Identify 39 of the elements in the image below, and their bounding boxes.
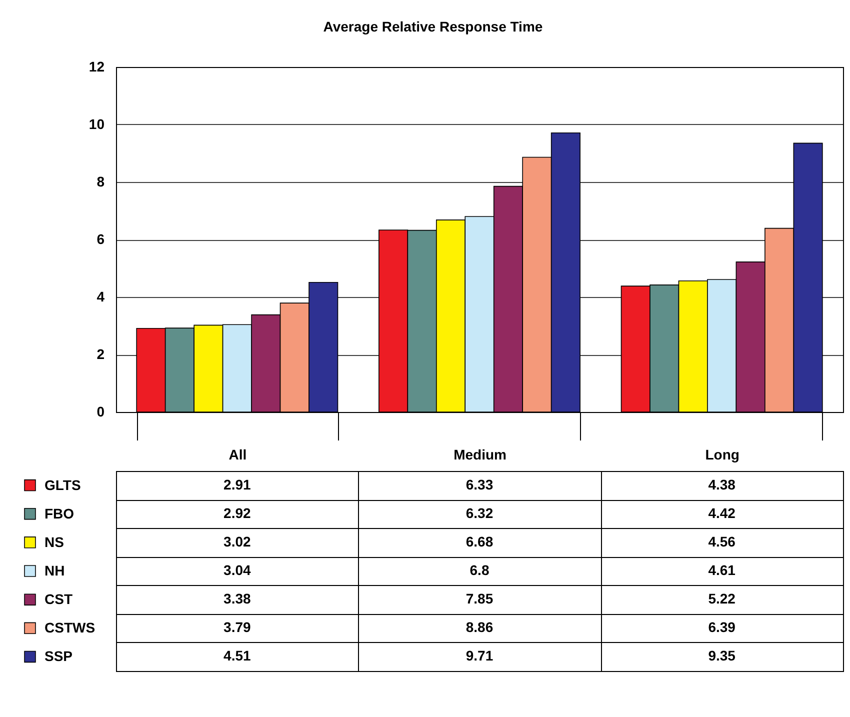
data-label: 9.71 [466,648,494,664]
data-label: 3.04 [224,562,252,578]
data-label: 4.51 [224,648,252,664]
data-label: 2.91 [224,476,252,492]
y-tick-label: 8 [96,174,105,190]
data-label: 4.38 [708,476,736,492]
y-tick-label: 4 [96,288,105,304]
data-label: 5.22 [708,590,736,607]
data-label: 4.61 [708,562,736,578]
data-label: 4.56 [708,533,736,550]
y-tick-label: 6 [96,231,105,247]
data-label: 7.85 [466,590,494,607]
data-label: 2.92 [224,504,252,521]
y-tick-label: 0 [96,404,105,420]
chart-title: Average Relative Response Time [323,18,543,34]
data-label: 3.02 [224,533,252,550]
legend-label: FBO [44,505,74,522]
y-tick-label: 12 [88,58,105,74]
legend-label: NH [44,562,65,578]
data-label: 9.35 [708,648,736,664]
data-label: 3.38 [224,590,252,607]
data-label: 6.39 [708,619,736,636]
data-label: 6.32 [466,504,494,521]
legend-label: NS [44,534,64,550]
legend-label: SSP [44,648,73,664]
y-tick-label: 10 [88,116,105,132]
legend-label: GLTS [44,476,81,493]
y-tick-label: 2 [96,346,105,362]
data-label: 6.8 [470,562,490,578]
data-label: 3.79 [224,619,252,636]
data-label: 4.42 [708,504,736,521]
data-label: 6.33 [466,476,494,492]
data-label: 6.68 [466,533,494,550]
legend-label: CSTWS [44,620,96,636]
x-tick-label: Medium [454,446,506,462]
data-label: 8.86 [466,619,494,636]
x-tick-label: All [228,446,247,462]
legend-label: CST [44,591,73,608]
x-tick-label: Long [705,446,740,462]
